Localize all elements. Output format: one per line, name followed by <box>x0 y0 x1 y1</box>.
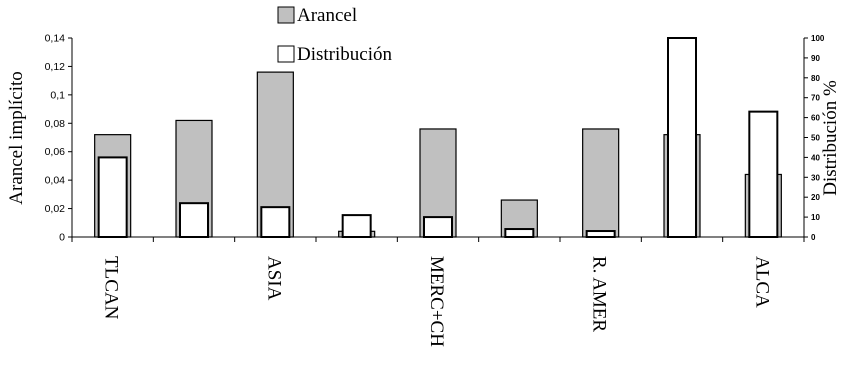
left-tick-label-1: 0,02 <box>45 203 66 215</box>
x-label-2: ASIA <box>263 256 284 301</box>
x-label-0: TLCAN <box>101 256 122 320</box>
right-tick-label-6: 60 <box>811 114 820 123</box>
bar-distribucion-4 <box>423 216 453 239</box>
y-axis-title: Arancel implícito <box>6 71 27 204</box>
right-tick-label-2: 20 <box>811 193 820 202</box>
x-label-6: R. AMER <box>589 256 610 332</box>
bar-distribucion-1 <box>179 202 209 238</box>
legend-swatch-distribucion <box>277 45 295 63</box>
distribucion-bars <box>97 37 779 239</box>
left-tick-label-0: 0 <box>59 232 65 244</box>
left-tick-label-4: 0,08 <box>45 118 66 130</box>
right-tick-labels: 0 10 20 30 40 50 60 70 80 90 100 <box>804 34 825 242</box>
legend-label-arancel: Arancel <box>297 5 357 26</box>
x-category-labels: TLCAN ASIA MERC+CH R. AMER ALCA <box>101 256 773 347</box>
bar-distribucion-8 <box>748 110 779 238</box>
right-tick-label-8: 80 <box>811 74 820 83</box>
right-tick-label-7: 70 <box>811 94 820 103</box>
bar-distribucion-2 <box>260 206 291 238</box>
right-tick-label-5: 50 <box>811 134 820 143</box>
y2-axis-title: Distribución % <box>820 80 841 196</box>
bar-distribucion-0 <box>97 156 128 238</box>
left-tick-label-5: 0,1 <box>50 89 65 101</box>
bar-distribucion-5 <box>504 228 535 238</box>
x-tick-marks <box>71 237 805 242</box>
left-tick-label-6: 0,12 <box>45 61 66 73</box>
right-tick-label-1: 10 <box>811 213 820 222</box>
right-tick-label-4: 40 <box>811 153 820 162</box>
bar-distribucion-3 <box>341 214 372 238</box>
x-label-4: MERC+CH <box>426 256 447 347</box>
right-tick-label-9: 90 <box>811 54 820 63</box>
left-tick-label-3: 0,06 <box>45 146 66 158</box>
x-label-8: ALCA <box>751 256 772 308</box>
bar-distribucion-7 <box>667 37 697 238</box>
legend: Arancel Distribución <box>277 5 392 65</box>
right-tick-label-0: 0 <box>811 233 816 242</box>
bar-distribucion-6 <box>585 230 616 238</box>
left-tick-label-7: 0,14 <box>45 33 66 45</box>
left-tick-labels: 0 0,02 0,04 0,06 0,08 0,1 0,12 0,14 <box>45 33 72 244</box>
legend-label-distribucion: Distribución <box>297 44 392 65</box>
right-tick-label-3: 30 <box>811 173 820 182</box>
bar-arancel-6 <box>582 128 620 238</box>
legend-swatch-arancel <box>277 6 295 24</box>
left-tick-label-2: 0,04 <box>45 175 66 187</box>
right-tick-label-10: 100 <box>811 34 825 43</box>
